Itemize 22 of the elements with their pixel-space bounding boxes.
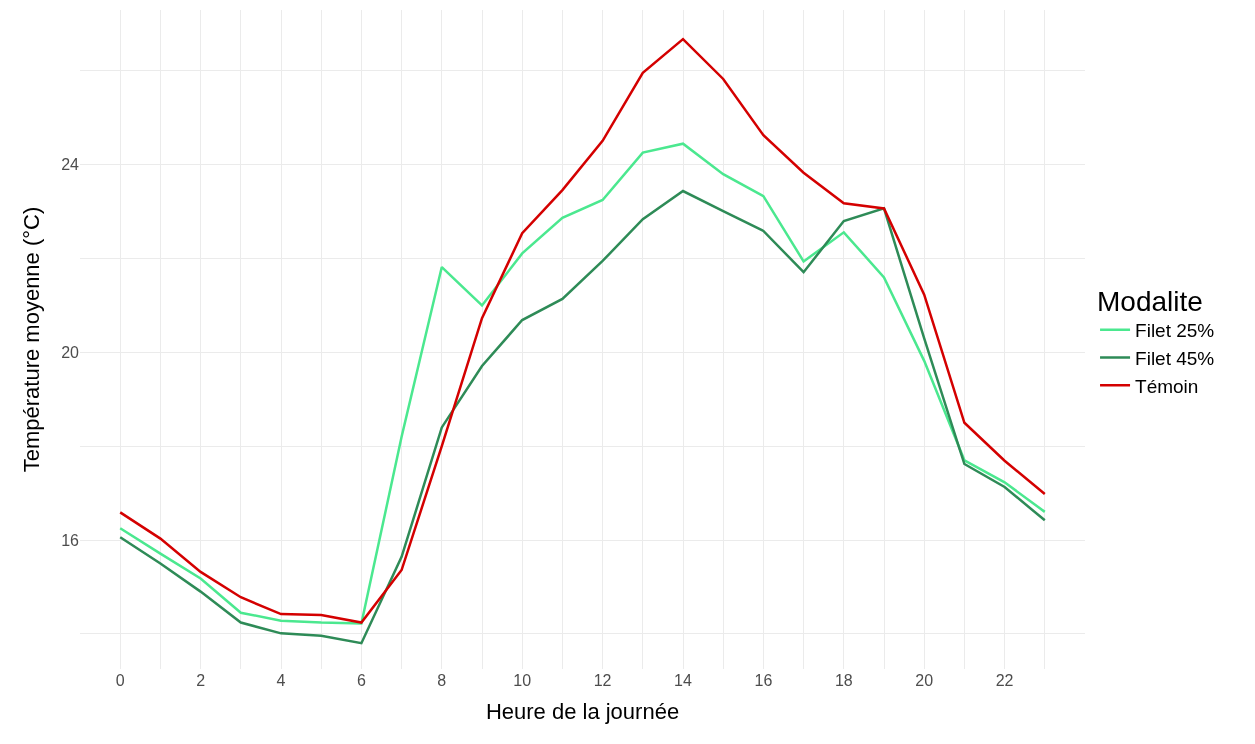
y-tick-label: 24 xyxy=(61,156,80,174)
y-tick-label: 20 xyxy=(61,344,80,361)
x-tick-label: 14 xyxy=(674,672,692,689)
line-series xyxy=(118,37,1047,624)
x-tick-label: 16 xyxy=(754,672,773,689)
x-tick-label: 2 xyxy=(196,672,206,689)
y-tick-label: 16 xyxy=(61,531,80,549)
x-tick-label: 4 xyxy=(276,672,286,689)
x-axis-title: Heure de la journée xyxy=(485,698,680,724)
legend-label: Témoin xyxy=(1135,375,1199,397)
x-tick-label: 0 xyxy=(115,672,125,689)
x-tick-label: 22 xyxy=(995,672,1014,689)
y-axis-title: Température moyenne (°C) xyxy=(19,206,44,473)
x-tick-label: 8 xyxy=(437,672,447,689)
x-tick-label: 18 xyxy=(834,672,853,689)
x-tick-label: 12 xyxy=(593,672,612,689)
legend-title: Modalite xyxy=(1097,285,1203,317)
x-tick-label: 6 xyxy=(356,672,366,689)
x-tick-label: 10 xyxy=(513,672,532,689)
legend-label: Filet 25% xyxy=(1135,320,1215,342)
x-tick-label: 20 xyxy=(915,672,934,689)
legend-label: Filet 45% xyxy=(1135,347,1215,369)
